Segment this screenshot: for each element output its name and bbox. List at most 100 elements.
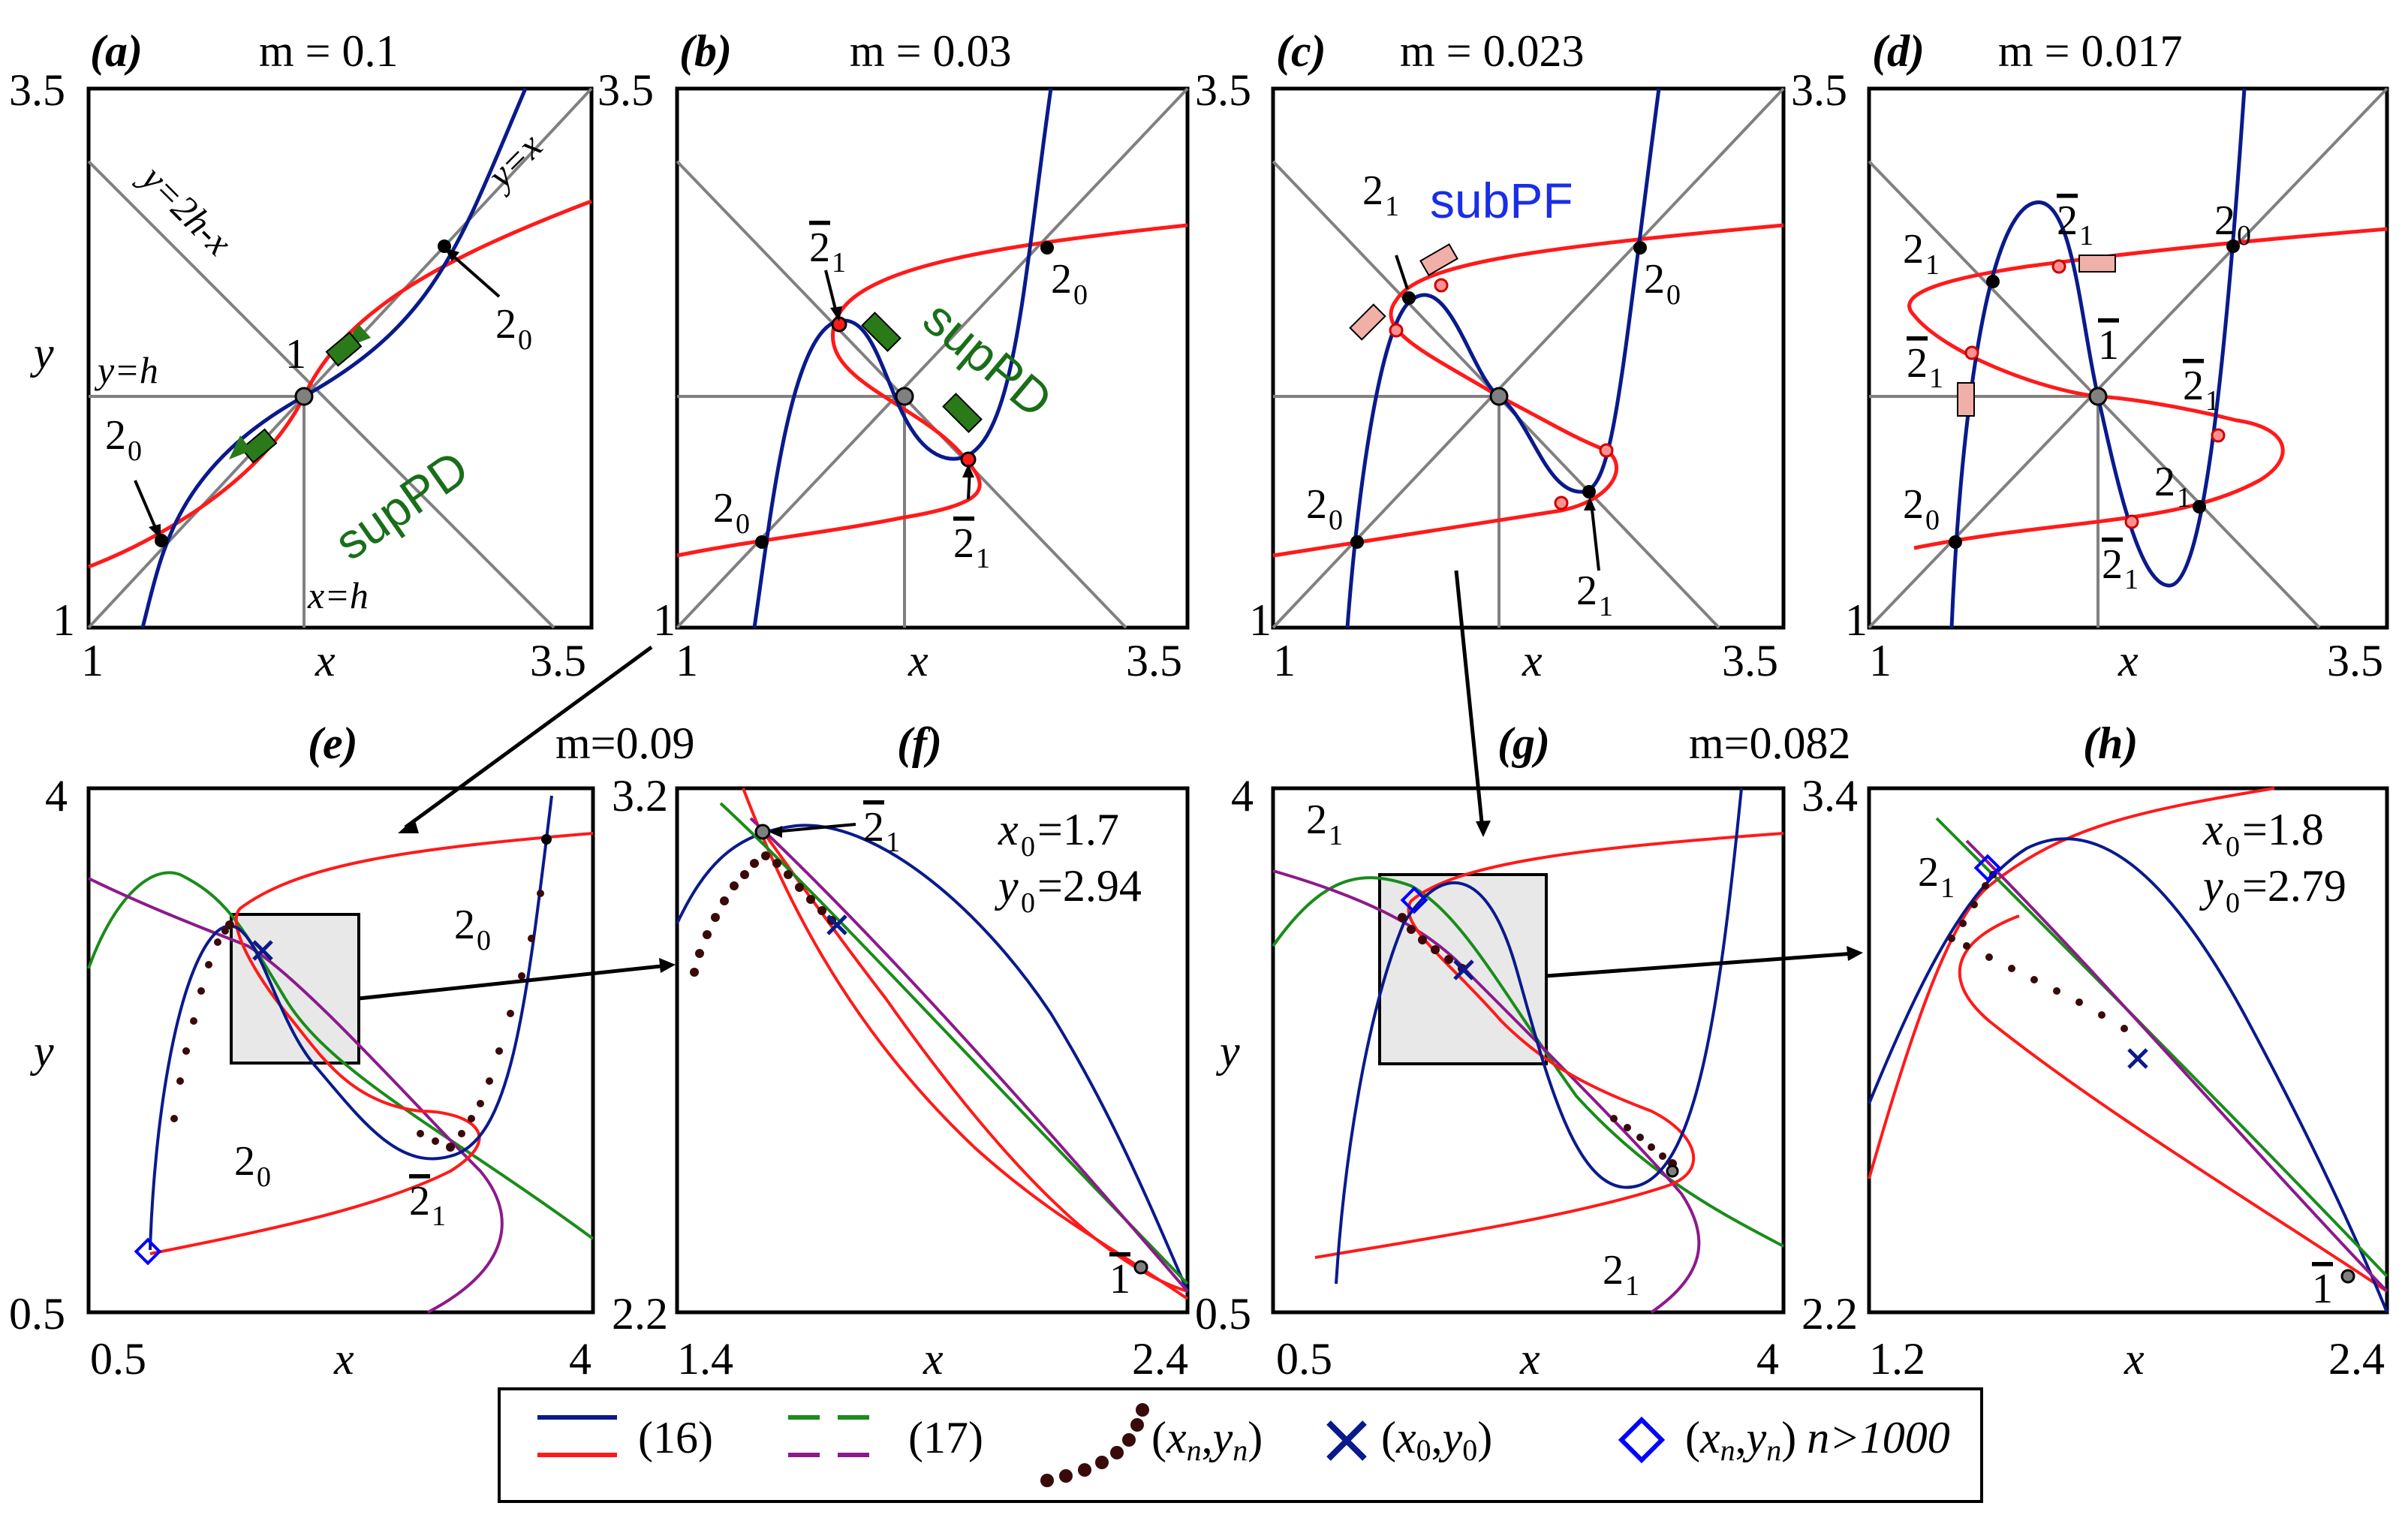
label-20-a2: 2 — [105, 412, 126, 459]
ytick-max-c: 3.5 — [1195, 65, 1251, 115]
p21-b — [2193, 500, 2206, 514]
legend-dot — [1078, 1463, 1091, 1477]
traj-pt — [170, 1115, 178, 1122]
label-20-c2-sub: 0 — [1329, 504, 1343, 536]
arrow-f — [772, 823, 856, 833]
panel-h-curves — [1868, 787, 2388, 1313]
ytick-min-d: 1 — [1845, 595, 1868, 645]
xtick-max-c: 3.5 — [1722, 636, 1778, 685]
ytick-max-f: 3.2 — [612, 771, 668, 821]
label-20-b2-sub: 0 — [736, 508, 750, 540]
traj-pt — [1982, 882, 1989, 890]
traj-pt — [518, 972, 525, 980]
legend-n-sub3: n — [1720, 1433, 1735, 1467]
label-21-h: 2 — [1918, 849, 1939, 896]
legend-dot — [1040, 1474, 1054, 1487]
diag — [1272, 87, 1785, 629]
legend-cond: n>1000 — [1807, 1413, 1950, 1462]
green-curve-f — [719, 802, 1189, 1285]
red-curve — [1272, 223, 1784, 558]
blue-curve-g — [1335, 788, 1743, 1285]
traj-pt — [703, 930, 712, 939]
connector-arrows — [358, 570, 1863, 1001]
purple-curve-f — [749, 817, 1189, 1293]
panel-f-curves — [676, 788, 1189, 1300]
arrowhead-box-to-f — [659, 958, 676, 973]
ytick-min-b: 1 — [653, 595, 676, 645]
panel-g-frame — [1271, 786, 1786, 1315]
green-arrow-up-body — [325, 331, 363, 367]
panel-f-frame — [675, 786, 1190, 1315]
label-20-e1: 2 — [454, 902, 475, 948]
arrow-box-to-h — [1546, 951, 1855, 978]
label-20-c2: 2 — [1306, 481, 1327, 528]
traj-pt — [205, 961, 212, 968]
label-21bar-b2-sub: 1 — [976, 543, 990, 574]
traj-pt — [1959, 920, 1967, 927]
p21-a — [1986, 275, 2000, 288]
x0-sub-f: 0 — [1021, 831, 1035, 863]
traj-pt — [740, 870, 749, 879]
traj-pt — [761, 851, 770, 860]
xtick-min-g: 0.5 — [1276, 1334, 1332, 1384]
blue-curve-h — [1868, 837, 2388, 1313]
arrowhead-b2 — [962, 464, 974, 477]
label-21bar-d2-sub: 1 — [1929, 363, 1943, 394]
xtick-max-a: 3.5 — [530, 636, 586, 685]
legend-comma3: , — [1735, 1413, 1747, 1462]
arrow-c1 — [1395, 255, 1409, 290]
fixed-pt-f2 — [1133, 1260, 1148, 1275]
label-supPD-b: supPD — [914, 290, 1063, 428]
label-21bar-d3: 2 — [2183, 363, 2204, 409]
xtick-max-h: 2.4 — [2328, 1334, 2385, 1384]
end-pt-e — [541, 834, 552, 845]
traj-pt — [176, 1077, 184, 1085]
cross-e — [252, 940, 273, 961]
ytick-max-g: 4 — [1231, 771, 1254, 821]
ytick-min-h: 2.2 — [1801, 1289, 1858, 1339]
xtick-min-d: 1 — [1869, 636, 1892, 685]
traj-pt — [817, 906, 826, 915]
arrowhead-box-to-h — [1847, 946, 1863, 961]
label-1-f: 1 — [1109, 1256, 1130, 1303]
trajectory-e — [170, 890, 544, 1152]
label-21-g2: 2 — [1603, 1247, 1624, 1294]
traj-pt — [221, 927, 229, 935]
legend-dot — [1122, 1433, 1136, 1447]
param-c: m = 0.023 — [1400, 26, 1585, 76]
xlabel-d: x — [2118, 636, 2139, 685]
arrow-to-upper — [447, 251, 501, 298]
legend-comma: , — [1202, 1413, 1213, 1462]
ytick-max-a: 3.5 — [9, 65, 65, 115]
label-1-a: 1 — [285, 331, 306, 378]
legend-n-sub4: n — [1766, 1433, 1781, 1467]
traj-pt — [1985, 953, 1993, 961]
p2-upper — [1633, 241, 1647, 255]
panel-e-frame — [86, 786, 595, 1315]
trajectory-f — [690, 851, 836, 977]
label-20-b1-sub: 0 — [1073, 279, 1088, 311]
p2-lower — [755, 535, 769, 549]
legend-paren: ( — [1151, 1413, 1166, 1462]
label-21-d2: 2 — [2154, 459, 2175, 505]
legend-traj-label: (xn,yn) — [1151, 1413, 1263, 1467]
xlabel-b: x — [908, 636, 929, 685]
panel-d — [1867, 86, 2389, 630]
legend-paren6: ) — [1781, 1413, 1796, 1462]
zoom-box — [230, 913, 360, 1065]
traj-pt — [214, 938, 221, 946]
legend-comma2: , — [1431, 1413, 1443, 1462]
label-y-h: y=h — [94, 349, 158, 391]
label-21bar-d4-sub: 1 — [2124, 564, 2139, 595]
fixed-pt-h — [2340, 1269, 2355, 1284]
traj-pt — [190, 1017, 197, 1025]
panel-label-c: (c) — [1276, 26, 1326, 76]
legend-traj-dots — [1040, 1403, 1149, 1487]
p21-lower — [1582, 485, 1596, 498]
arrowhead-b1 — [830, 306, 842, 321]
traj-pt — [1610, 1115, 1618, 1122]
label-21bar-d1-sub: 1 — [2079, 220, 2093, 251]
x0-value-h: =1.8 — [2242, 805, 2324, 854]
xlabel-c: x — [1522, 636, 1543, 685]
label-21bar-b2: 2 — [953, 520, 974, 567]
